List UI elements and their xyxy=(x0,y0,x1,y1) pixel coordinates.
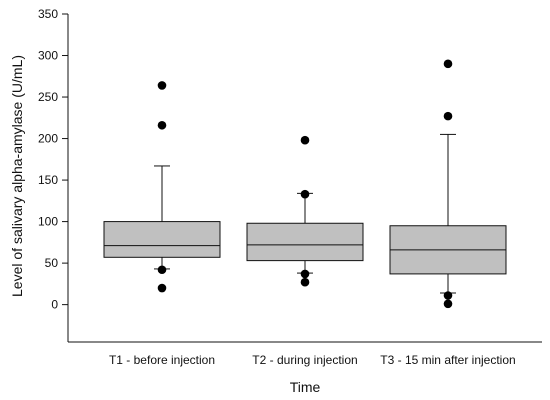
y-tick-label: 300 xyxy=(38,49,58,63)
box xyxy=(103,221,221,258)
outlier-point xyxy=(157,283,167,293)
outlier-point xyxy=(300,189,310,199)
outlier-point xyxy=(300,135,310,145)
x-axis-title: Time xyxy=(290,379,321,395)
outlier-point xyxy=(443,59,453,69)
y-tick-label: 50 xyxy=(45,256,59,270)
x-category-label: T3 - 15 min after injection xyxy=(380,353,515,367)
y-axis-title: Level of salivary alpha-amylase (U/mL) xyxy=(9,55,25,297)
box xyxy=(246,222,364,262)
y-tick-label: 0 xyxy=(51,298,58,312)
x-category-label: T1 - before injection xyxy=(109,353,215,367)
y-tick-label: 100 xyxy=(38,215,58,229)
outlier-point xyxy=(300,277,310,287)
y-tick-label: 200 xyxy=(38,132,58,146)
outlier-point xyxy=(157,265,167,275)
outlier-point xyxy=(443,291,453,300)
y-tick-label: 150 xyxy=(38,173,58,187)
outlier-point xyxy=(157,120,167,130)
x-category-label: T2 - during injection xyxy=(252,353,357,367)
outlier-point xyxy=(443,299,453,309)
outlier-point xyxy=(300,269,310,279)
y-tick-label: 250 xyxy=(38,90,58,104)
outlier-point xyxy=(443,111,453,121)
outlier-point xyxy=(157,81,167,90)
y-tick-label: 350 xyxy=(38,7,58,21)
